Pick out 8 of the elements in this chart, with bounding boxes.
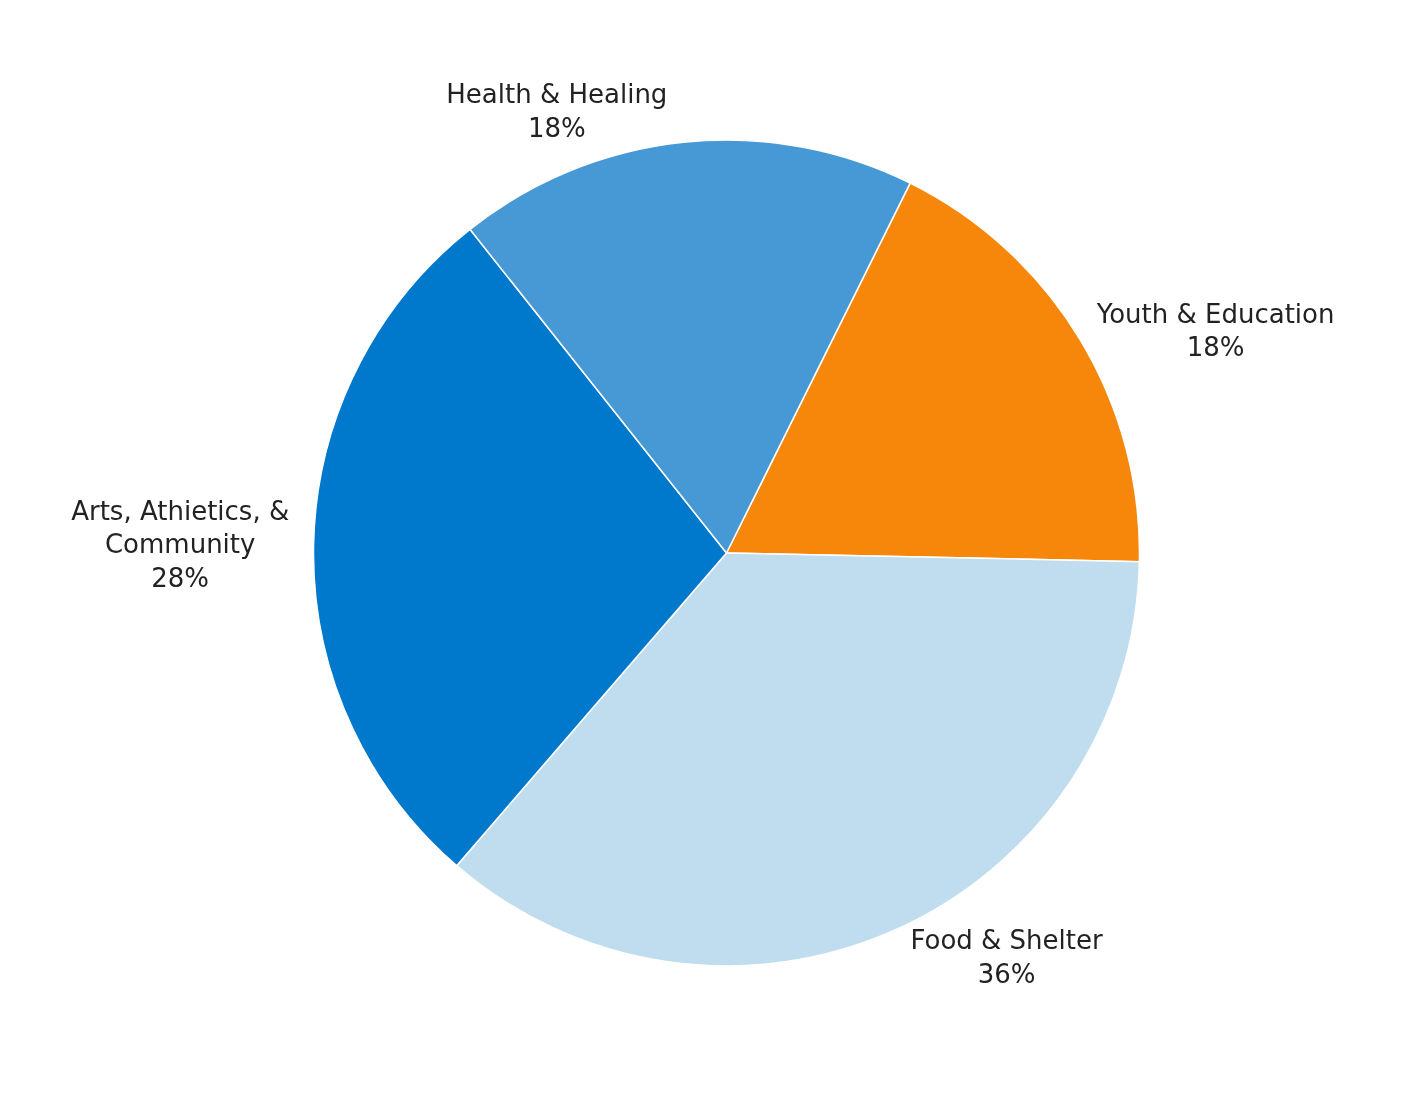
data-label: 18% bbox=[527, 112, 586, 143]
data-label: 28% bbox=[151, 563, 210, 594]
slice-label: Food & Shelter bbox=[910, 925, 1103, 956]
data-label: 18% bbox=[1186, 332, 1245, 363]
data-label: 36% bbox=[977, 958, 1036, 989]
slice-label: Youth & Education bbox=[1095, 298, 1335, 329]
slice-label: Arts, Athietics, & Community bbox=[71, 495, 290, 560]
slice-label: Health & Healing bbox=[446, 78, 668, 109]
